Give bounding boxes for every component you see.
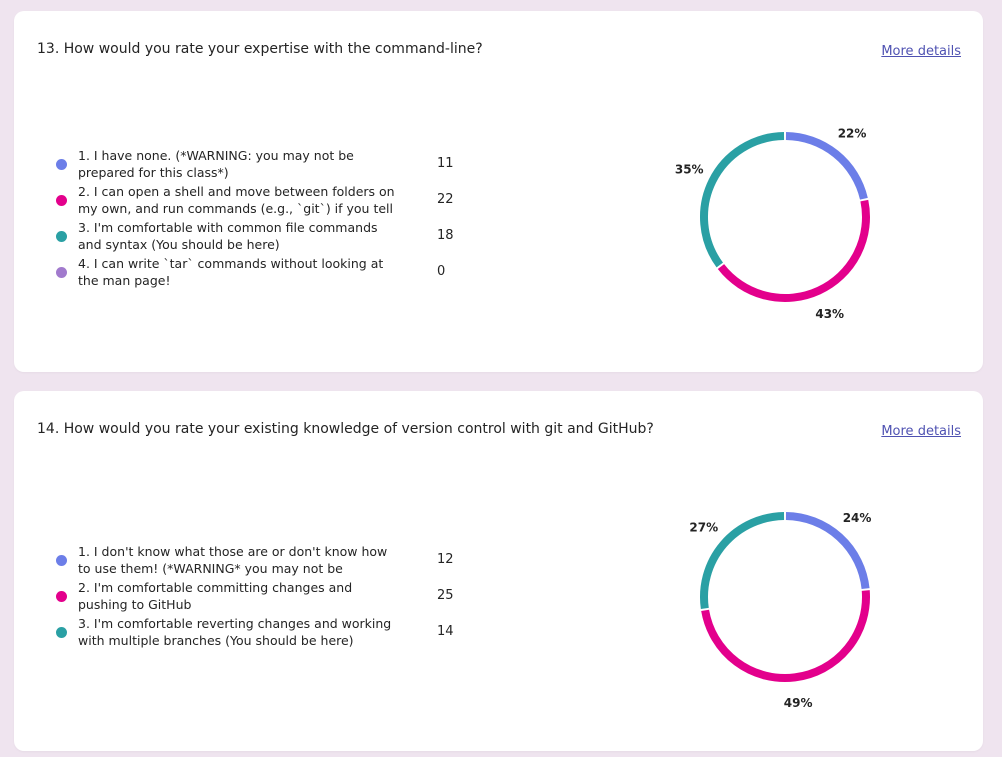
legend: 1. I don't know what those are or don't … — [56, 543, 476, 651]
option-label: 3. I'm comfortable with common file comm… — [78, 220, 378, 252]
slice-percent-label: 24% — [843, 511, 872, 525]
legend-row: 1. I have none. (*WARNING: you may not b… — [56, 147, 476, 183]
option-count: 22 — [437, 192, 454, 207]
option-label: 1. I have none. (*WARNING: you may not b… — [78, 148, 354, 180]
option-label: 3. I'm comfortable reverting changes and… — [78, 616, 392, 648]
legend-row: 3. I'm comfortable with common file comm… — [56, 219, 476, 255]
legend: 1. I have none. (*WARNING: you may not b… — [56, 147, 476, 291]
more-details-link[interactable]: More details — [881, 424, 961, 439]
donut-slice — [700, 132, 785, 268]
legend-dot-icon — [56, 195, 67, 206]
legend-dot-icon — [56, 267, 67, 278]
option-label: 1. I don't know what those are or don't … — [78, 544, 388, 576]
donut-chart: 24% 49% 27% — [689, 511, 872, 710]
option-count: 0 — [437, 264, 446, 279]
donut-slice — [785, 512, 870, 590]
slice-percent-label: 27% — [689, 520, 718, 534]
slice-percent-label: 35% — [675, 162, 704, 176]
option-label: 2. I can open a shell and move between f… — [78, 184, 395, 216]
donut-slice — [701, 590, 870, 682]
legend-dot-icon — [56, 591, 67, 602]
option-label: 2. I'm comfortable committing changes an… — [78, 580, 353, 612]
legend-row: 1. I don't know what those are or don't … — [56, 543, 476, 579]
legend-row: 4. I can write `tar` commands without lo… — [56, 255, 476, 291]
slice-percent-label: 49% — [784, 696, 813, 710]
option-label: 4. I can write `tar` commands without lo… — [78, 256, 384, 288]
donut-slice — [717, 199, 870, 302]
legend-dot-icon — [56, 555, 67, 566]
option-count: 18 — [437, 228, 454, 243]
slice-percent-label: 43% — [815, 307, 844, 321]
question-title: 13. How would you rate your expertise wi… — [37, 41, 483, 57]
question-card-13: 13. How would you rate your expertise wi… — [14, 11, 983, 372]
donut-slice — [700, 512, 785, 610]
slice-percent-label: 22% — [838, 127, 867, 141]
legend-row: 2. I'm comfortable committing changes an… — [56, 579, 476, 615]
option-count: 25 — [437, 588, 454, 603]
donut-slice — [785, 132, 868, 200]
legend-dot-icon — [56, 627, 67, 638]
question-card-14: 14. How would you rate your existing kno… — [14, 391, 983, 751]
question-title: 14. How would you rate your existing kno… — [37, 421, 654, 437]
legend-dot-icon — [56, 231, 67, 242]
donut-chart: 22% 43% 35% — [675, 127, 870, 321]
option-count: 11 — [437, 156, 454, 171]
legend-row: 2. I can open a shell and move between f… — [56, 183, 476, 219]
legend-row: 3. I'm comfortable reverting changes and… — [56, 615, 476, 651]
option-count: 14 — [437, 624, 454, 639]
more-details-link[interactable]: More details — [881, 44, 961, 59]
legend-dot-icon — [56, 159, 67, 170]
option-count: 12 — [437, 552, 454, 567]
